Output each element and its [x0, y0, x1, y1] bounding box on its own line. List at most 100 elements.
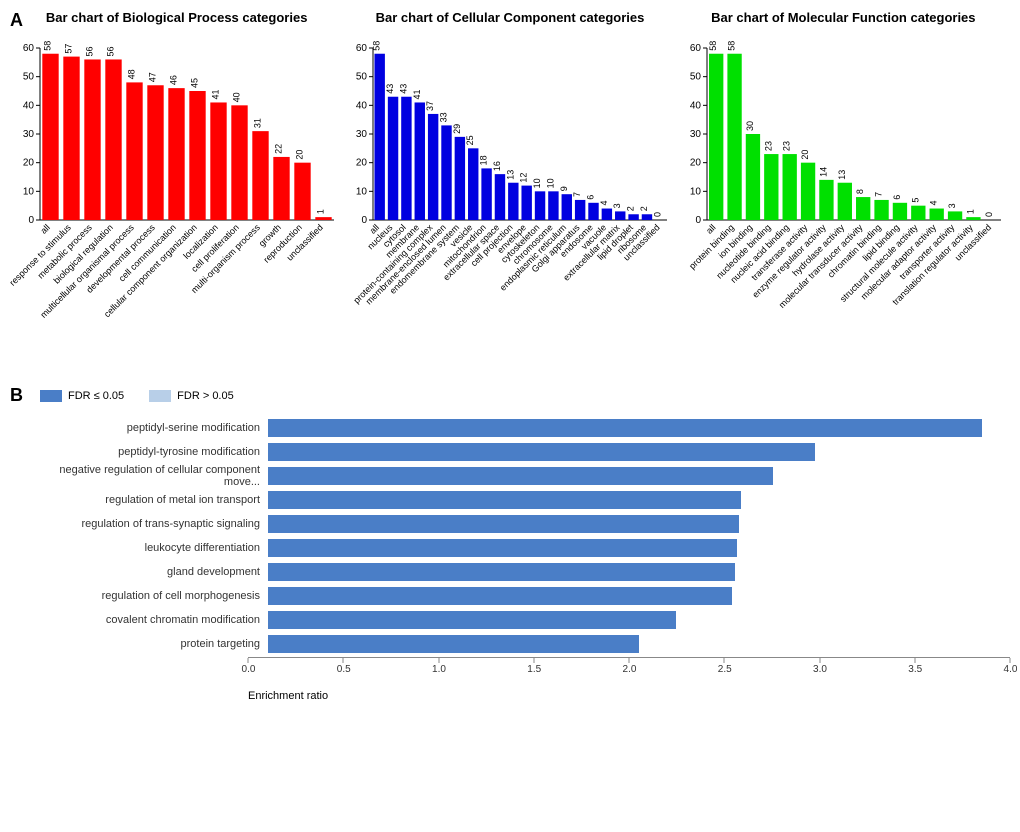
- svg-text:50: 50: [356, 72, 368, 83]
- hbar-tick: 3.0: [819, 658, 820, 663]
- svg-text:40: 40: [23, 100, 35, 111]
- svg-text:30: 30: [690, 129, 702, 140]
- legend-swatch-sig: [40, 390, 62, 402]
- svg-text:0: 0: [695, 215, 701, 226]
- svg-text:20: 20: [295, 150, 305, 160]
- chart-mf-title: Bar chart of Molecular Function categori…: [677, 10, 1010, 25]
- hbar-track: [268, 611, 1010, 629]
- svg-text:25: 25: [466, 135, 476, 145]
- hbar-fill: [268, 419, 982, 437]
- hbar-row: regulation of trans-synaptic signaling: [30, 513, 1010, 535]
- svg-text:3: 3: [947, 203, 957, 208]
- hbar-row: peptidyl-tyrosine modification: [30, 441, 1010, 463]
- svg-text:30: 30: [745, 121, 755, 131]
- svg-text:29: 29: [452, 124, 462, 134]
- hbar-label: peptidyl-serine modification: [30, 422, 268, 434]
- hbar-fill: [268, 587, 732, 605]
- svg-text:0: 0: [983, 212, 993, 217]
- hbar-label: regulation of cell morphogenesis: [30, 590, 268, 602]
- hbar-label: peptidyl-tyrosine modification: [30, 446, 268, 458]
- chart-mf-svg: 010203040506058all58protein binding30ion…: [677, 30, 1007, 370]
- hbar-track: [268, 563, 1010, 581]
- svg-text:6: 6: [586, 195, 596, 200]
- hbar-tick: 1.0: [438, 658, 439, 663]
- svg-text:40: 40: [232, 92, 242, 102]
- hbar-track: [268, 443, 1010, 461]
- svg-text:13: 13: [836, 170, 846, 180]
- chart-cc: Bar chart of Cellular Component categori…: [343, 10, 676, 380]
- hbar-label: regulation of trans-synaptic signaling: [30, 518, 268, 530]
- svg-text:60: 60: [23, 43, 35, 54]
- hbar-label: leukocyte differentiation: [30, 542, 268, 554]
- svg-text:2: 2: [639, 206, 649, 211]
- svg-text:7: 7: [873, 192, 883, 197]
- svg-text:3: 3: [613, 203, 623, 208]
- svg-text:10: 10: [532, 178, 542, 188]
- svg-text:20: 20: [23, 158, 35, 169]
- svg-text:all: all: [38, 222, 51, 235]
- hbar-fill: [268, 611, 676, 629]
- svg-text:40: 40: [690, 100, 702, 111]
- hbar-tick: 1.5: [533, 658, 534, 663]
- svg-text:1: 1: [316, 209, 326, 214]
- svg-text:7: 7: [572, 192, 582, 197]
- svg-text:43: 43: [399, 84, 409, 94]
- legend-item-ns: FDR > 0.05: [149, 390, 234, 402]
- svg-text:0: 0: [362, 215, 368, 226]
- hbar-track: [268, 635, 1010, 653]
- panel-b: B FDR ≤ 0.05 FDR > 0.05 peptidyl-serine …: [10, 390, 1010, 702]
- svg-text:20: 20: [800, 150, 810, 160]
- svg-text:43: 43: [385, 84, 395, 94]
- svg-text:40: 40: [356, 100, 368, 111]
- svg-text:50: 50: [23, 72, 35, 83]
- hbar-row: peptidyl-serine modification: [30, 417, 1010, 439]
- chart-bp-title: Bar chart of Biological Process categori…: [10, 10, 343, 25]
- legend-label-ns: FDR > 0.05: [177, 390, 234, 402]
- svg-text:16: 16: [492, 161, 502, 171]
- svg-text:41: 41: [412, 89, 422, 99]
- svg-text:41: 41: [211, 89, 221, 99]
- hbar-row: leukocyte differentiation: [30, 537, 1010, 559]
- hbar-track: [268, 491, 1010, 509]
- hbar-fill: [268, 467, 773, 485]
- svg-text:58: 58: [708, 41, 718, 51]
- svg-text:14: 14: [818, 167, 828, 177]
- svg-text:20: 20: [356, 158, 368, 169]
- svg-text:4: 4: [599, 201, 609, 206]
- hbar-row: negative regulation of cellular componen…: [30, 465, 1010, 487]
- svg-text:50: 50: [690, 72, 702, 83]
- svg-text:2: 2: [626, 206, 636, 211]
- svg-text:10: 10: [690, 186, 702, 197]
- svg-text:30: 30: [356, 129, 368, 140]
- svg-text:9: 9: [559, 186, 569, 191]
- hbar-row: regulation of cell morphogenesis: [30, 585, 1010, 607]
- svg-text:58: 58: [43, 41, 53, 51]
- legend-item-sig: FDR ≤ 0.05: [40, 390, 124, 402]
- chart-bp: Bar chart of Biological Process categori…: [10, 10, 343, 380]
- hbar-row: covalent chromatin modification: [30, 609, 1010, 631]
- svg-text:12: 12: [519, 173, 529, 183]
- chart-cc-svg: 010203040506058all43nucleus43cytosol41me…: [343, 30, 673, 370]
- svg-text:13: 13: [506, 170, 516, 180]
- svg-text:18: 18: [479, 155, 489, 165]
- hbar-tick: 4.0: [1010, 658, 1011, 663]
- svg-text:23: 23: [781, 141, 791, 151]
- legend-swatch-ns: [149, 390, 171, 402]
- svg-text:33: 33: [439, 112, 449, 122]
- hbar-fill: [268, 539, 737, 557]
- svg-text:10: 10: [23, 186, 35, 197]
- hbar-fill: [268, 635, 639, 653]
- chart-bp-svg: 010203040506058all57response to stimulus…: [10, 30, 340, 370]
- svg-text:47: 47: [148, 72, 158, 82]
- svg-text:30: 30: [23, 129, 35, 140]
- svg-text:37: 37: [425, 101, 435, 111]
- svg-text:56: 56: [106, 46, 116, 56]
- legend-label-sig: FDR ≤ 0.05: [68, 390, 124, 402]
- svg-text:1: 1: [965, 209, 975, 214]
- hbar-tick: 2.5: [724, 658, 725, 663]
- chart-mf: Bar chart of Molecular Function categori…: [677, 10, 1010, 380]
- svg-text:46: 46: [169, 75, 179, 85]
- chart-cc-title: Bar chart of Cellular Component categori…: [343, 10, 676, 25]
- hbar-row: gland development: [30, 561, 1010, 583]
- svg-text:0: 0: [653, 212, 663, 217]
